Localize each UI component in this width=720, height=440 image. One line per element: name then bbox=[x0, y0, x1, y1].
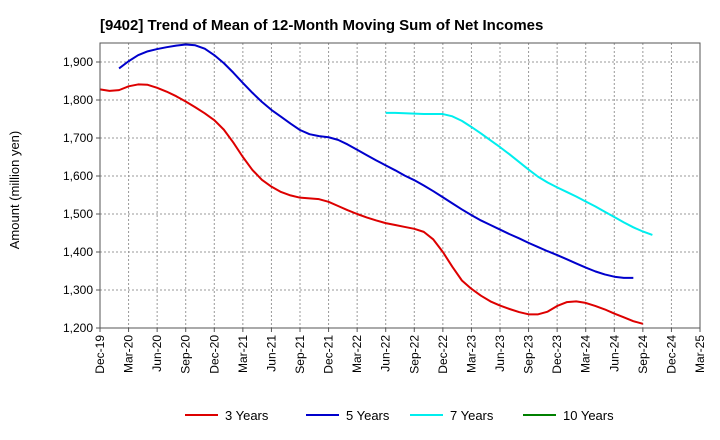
x-tick-label: Jun-22 bbox=[379, 335, 393, 372]
y-tick-label: 1,900 bbox=[63, 55, 93, 69]
y-tick-label: 1,700 bbox=[63, 131, 93, 145]
x-tick-label: Dec-19 bbox=[93, 335, 107, 374]
legend-label: 10 Years bbox=[563, 408, 614, 423]
x-tick-label: Mar-22 bbox=[350, 335, 364, 373]
x-tick-label: Dec-23 bbox=[550, 335, 564, 374]
x-tick-label: Sep-21 bbox=[293, 335, 307, 374]
series-line-5-years bbox=[118, 43, 634, 279]
x-tick-label: Jun-24 bbox=[607, 335, 621, 372]
legend: 3 Years 5 Years 7 Years 10 Years bbox=[185, 408, 614, 423]
y-tick-label: 1,800 bbox=[63, 93, 93, 107]
x-tick-label: Mar-20 bbox=[122, 335, 136, 373]
x-tick-label: Dec-20 bbox=[207, 335, 221, 374]
plot-area-frame bbox=[99, 42, 701, 329]
legend-label: 3 Years bbox=[225, 408, 269, 423]
series-line-7-years bbox=[385, 111, 653, 236]
x-tick-label: Sep-22 bbox=[407, 335, 421, 374]
legend-label: 7 Years bbox=[450, 408, 494, 423]
y-tick-label: 1,400 bbox=[63, 245, 93, 259]
x-tick-label: Mar-25 bbox=[693, 335, 707, 373]
x-tick-label: Dec-24 bbox=[664, 335, 678, 374]
series-lines bbox=[99, 43, 653, 325]
x-tick-label: Mar-21 bbox=[236, 335, 250, 373]
y-tick-label: 1,200 bbox=[63, 321, 93, 335]
legend-label: 5 Years bbox=[346, 408, 390, 423]
x-axis-ticks: Dec-19 Mar-20 Jun-20 Sep-20 Dec-20 Mar-21 Jun-… bbox=[93, 328, 707, 374]
x-tick-label: Mar-23 bbox=[464, 335, 478, 373]
y-axis-label: Amount (million yen) bbox=[7, 131, 22, 250]
y-tick-label: 1,600 bbox=[63, 169, 93, 183]
x-tick-label: Sep-20 bbox=[179, 335, 193, 374]
x-tick-label: Sep-24 bbox=[636, 335, 650, 374]
x-tick-label: Sep-23 bbox=[522, 335, 536, 374]
x-tick-label: Jun-20 bbox=[150, 335, 164, 372]
series-line-3-years bbox=[99, 83, 644, 325]
x-tick-label: Jun-23 bbox=[493, 335, 507, 372]
chart-title: [9402] Trend of Mean of 12-Month Moving … bbox=[100, 17, 543, 34]
x-tick-label: Dec-22 bbox=[436, 335, 450, 374]
y-tick-label: 1,300 bbox=[63, 283, 93, 297]
x-tick-label: Dec-21 bbox=[322, 335, 336, 374]
y-axis-ticks: 1,200 1,300 1,400 1,500 1,600 1,700 1,800 1,900 bbox=[63, 55, 100, 335]
x-tick-label: Mar-24 bbox=[579, 335, 593, 373]
x-tick-label: Jun-21 bbox=[264, 335, 278, 372]
grid-lines bbox=[100, 43, 700, 329]
y-tick-label: 1,500 bbox=[63, 207, 93, 221]
